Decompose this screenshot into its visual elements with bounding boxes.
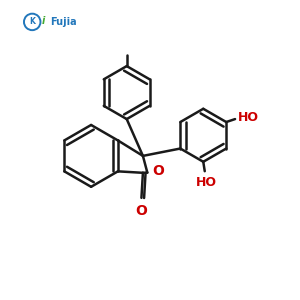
Text: O: O [136, 204, 147, 218]
Text: Fujia: Fujia [50, 17, 76, 27]
Text: HO: HO [237, 111, 258, 124]
Text: O: O [153, 164, 164, 178]
Text: HO: HO [196, 176, 217, 190]
Text: i: i [42, 16, 45, 26]
Text: K: K [29, 17, 35, 26]
